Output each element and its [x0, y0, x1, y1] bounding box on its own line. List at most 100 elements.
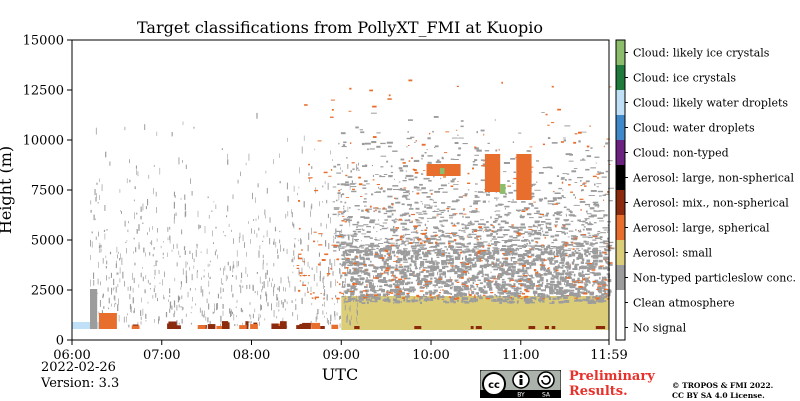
non-typed-streak	[236, 260, 238, 268]
non-typed-haze	[351, 245, 357, 248]
aerosol-large-spherical-cell	[467, 182, 471, 184]
non-typed-cell	[403, 298, 406, 302]
aerosol-large-spherical-cell	[429, 294, 432, 297]
non-typed-cell	[415, 257, 419, 260]
aerosol-large-spherical-cell	[436, 215, 439, 217]
aerosol-large-spherical-cell	[419, 242, 423, 244]
non-typed-cell	[388, 258, 392, 260]
non-typed-haze	[435, 245, 438, 247]
non-typed-cell	[576, 299, 582, 302]
non-typed-haze	[368, 245, 373, 248]
non-typed-streak	[108, 276, 110, 280]
non-typed-streak	[184, 194, 186, 200]
aerosol-large-spherical-cell	[422, 287, 425, 289]
non-typed-cell	[457, 269, 459, 273]
aerosol-large-spherical-cell	[388, 291, 391, 294]
non-typed-cell	[527, 253, 530, 255]
non-typed-cell	[538, 257, 542, 260]
non-typed-streak	[310, 286, 312, 292]
non-typed-cell	[341, 263, 343, 267]
aerosol-large-spherical-cell	[388, 94, 391, 97]
aerosol-large-spherical-cell	[552, 191, 555, 193]
non-typed-haze	[400, 236, 405, 239]
non-typed-streak	[182, 160, 183, 163]
non-typed-streak	[315, 316, 317, 322]
non-typed-haze	[432, 130, 434, 133]
non-typed-cell	[411, 258, 413, 261]
non-typed-haze	[388, 175, 393, 178]
non-typed-haze	[354, 239, 357, 242]
aerosol-large-spherical-cell	[516, 232, 521, 234]
aerosol-large-spherical-cell	[380, 187, 383, 189]
aerosol-large-spherical-cell	[468, 294, 472, 296]
non-typed-haze	[471, 230, 474, 233]
aerosol-large-spherical-cell	[493, 278, 498, 280]
aerosol-large-spherical-cell	[299, 272, 303, 274]
non-typed-streak	[238, 237, 240, 243]
non-typed-haze	[494, 217, 499, 220]
y-tick-label: 7500	[31, 184, 64, 199]
non-typed-cell	[504, 283, 510, 286]
x-tick-label: 10:00	[412, 348, 449, 363]
non-typed-streak	[102, 295, 104, 299]
aerosol-large-spherical-cell	[424, 229, 427, 231]
y-axis-label: Height (m)	[0, 146, 15, 234]
non-typed-streak	[297, 255, 299, 259]
non-typed-streak	[249, 302, 251, 305]
non-typed-cell	[363, 260, 366, 264]
non-typed-cell	[565, 289, 570, 293]
non-typed-haze	[534, 221, 540, 224]
non-typed-haze	[434, 205, 437, 207]
non-typed-streak	[262, 240, 264, 242]
non-typed-haze	[435, 248, 438, 251]
non-typed-streak	[236, 324, 238, 327]
non-typed-streak	[263, 235, 265, 238]
aerosol-large-spherical-cell	[376, 184, 380, 185]
non-typed-streak	[153, 188, 154, 195]
non-typed-haze	[491, 243, 498, 245]
non-typed-haze	[442, 191, 448, 193]
non-typed-cell	[597, 288, 602, 292]
non-typed-cell	[499, 301, 502, 304]
non-typed-cell	[515, 288, 518, 292]
non-typed-haze	[467, 189, 470, 191]
non-typed-haze	[430, 246, 434, 248]
non-typed-cell	[350, 292, 353, 295]
non-typed-streak	[334, 303, 335, 305]
non-typed-cell	[568, 271, 575, 273]
non-typed-haze	[378, 243, 384, 244]
non-typed-haze	[516, 234, 520, 237]
non-typed-cell	[531, 260, 533, 264]
non-typed-streak	[99, 195, 100, 200]
non-typed-streak	[240, 286, 242, 294]
non-typed-haze	[586, 210, 588, 213]
non-typed-cell	[350, 293, 352, 297]
non-typed-cell	[511, 271, 514, 274]
non-typed-streak	[307, 261, 309, 267]
non-typed-streak	[274, 226, 276, 232]
non-typed-streak	[94, 189, 96, 196]
non-typed-streak	[287, 137, 288, 142]
non-typed-haze	[555, 238, 557, 240]
non-typed-cell	[518, 258, 521, 261]
non-typed-haze	[564, 125, 571, 127]
non-typed-haze	[432, 245, 435, 247]
non-typed-haze	[381, 225, 385, 227]
non-typed-streak	[189, 250, 191, 254]
aerosol-large-spherical-cell	[314, 297, 317, 300]
non-typed-cell	[561, 257, 565, 261]
non-typed-cell	[585, 280, 590, 283]
non-typed-cell	[437, 271, 439, 276]
non-typed-haze	[591, 245, 594, 247]
non-typed-streak	[262, 285, 263, 290]
non-typed-haze	[435, 244, 439, 246]
non-typed-streak	[195, 288, 196, 291]
non-typed-cell	[412, 289, 415, 293]
non-typed-streak	[156, 131, 158, 136]
aerosol-large-spherical-cell	[483, 133, 485, 136]
non-typed-haze	[521, 216, 523, 219]
non-typed-haze	[550, 246, 557, 248]
non-typed-cell	[559, 279, 562, 281]
non-typed-streak	[127, 286, 129, 291]
non-typed-cell	[603, 295, 608, 299]
